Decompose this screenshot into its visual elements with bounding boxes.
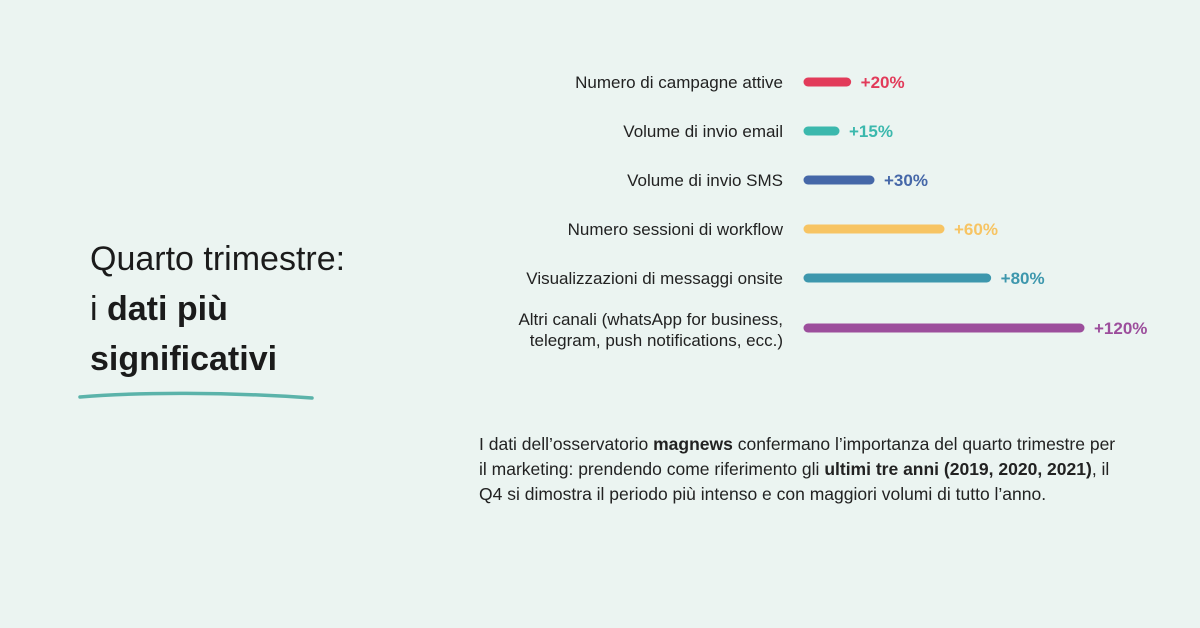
headline-prefix: i [90,290,107,328]
note-text-2: confermano l’importanza del quarto trime… [479,434,1116,479]
headline-underline [78,391,314,400]
bar-chart: +20% Numero di campagne attive +15% Volume … [518,73,1147,350]
category-label-1: Numero di campagne attive [575,73,783,92]
category-label-2: Volume di invio email [623,122,783,141]
value-label-4: +60% [954,220,998,239]
value-label-3: +30% [884,171,928,190]
note-text-3: , il Q4 si dimostra il periodo più inten… [479,459,1110,504]
note-years: ultimi tre anni (2019, 2020, 2021) [824,459,1092,479]
headline-bold-2: significativi [90,340,278,378]
value-label-2: +15% [849,122,893,141]
description-paragraph: I dati dell’osservatorio magnews conferm… [479,432,1119,507]
category-label-5: Visualizzazioni di messaggi onsite [526,269,783,288]
category-label-4: Numero sessioni di workflow [568,220,784,239]
category-label-6: Altri canali (whatsApp for business, tele… [518,310,783,350]
headline-line-1: Quarto trimestre: [90,240,346,278]
headline-bold-1: dati più [107,290,228,328]
note-text-1: I dati dell’osservatorio [479,434,654,454]
headline: Quarto trimestre: i dati più significati… [90,234,345,384]
category-label-3: Volume di invio SMS [627,171,783,190]
headline-line-3: significativi [90,334,345,384]
note-brand: magnews [653,434,733,454]
value-label-1: +20% [861,73,905,92]
value-label-5: +80% [1001,269,1045,288]
value-label-6: +120% [1094,319,1147,338]
headline-line-2: i dati più [90,284,345,334]
